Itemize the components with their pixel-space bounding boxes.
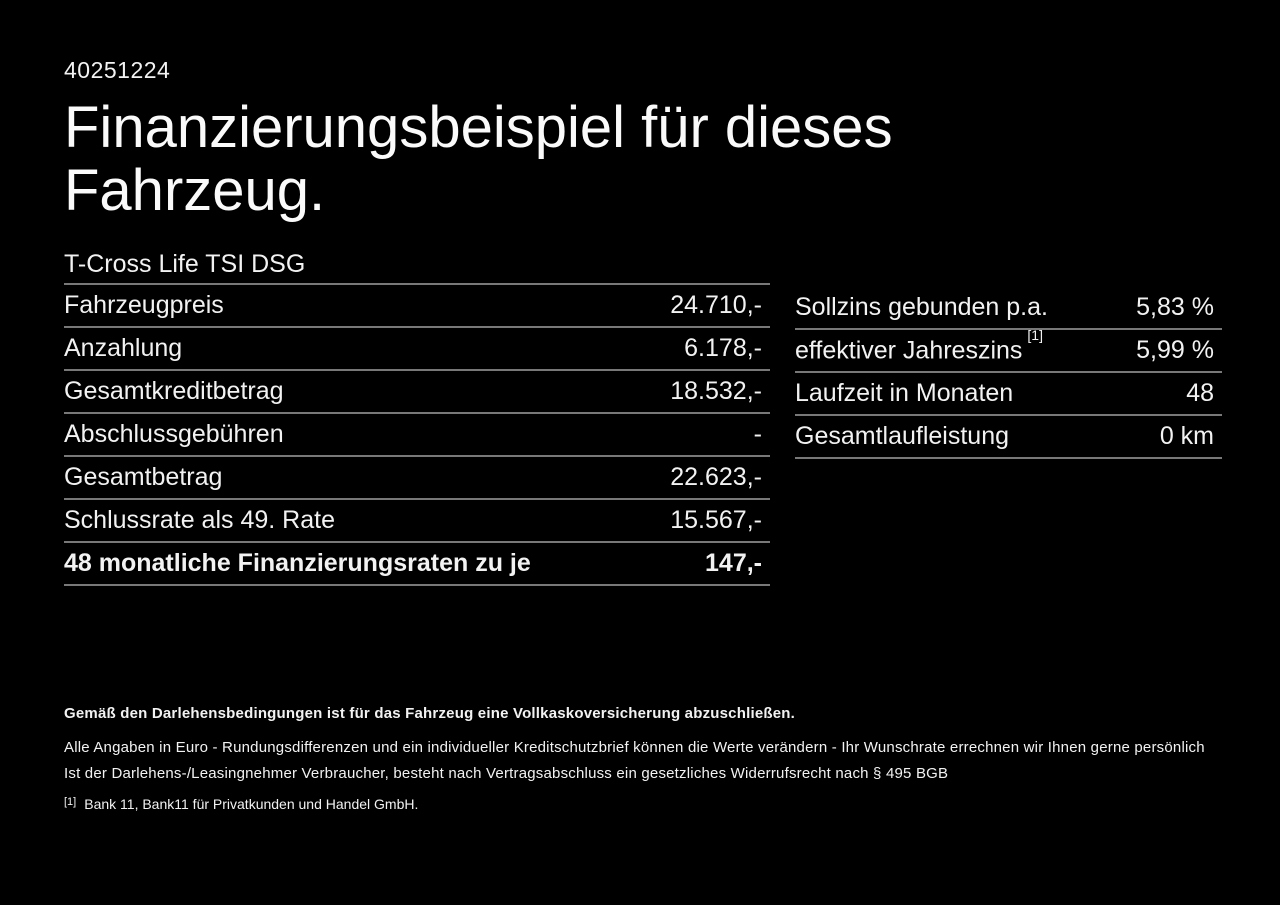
table-row-effektiver-jahreszins: effektiver Jahreszins[1] 5,99 % <box>795 327 1222 373</box>
row-value: 48 <box>1186 379 1214 407</box>
page-title-line2: Fahrzeug. <box>64 158 326 223</box>
row-value: 5,99 % <box>1136 336 1214 364</box>
table-row-gesamtlaufleistung: Gesamtlaufleistung 0 km <box>795 416 1222 459</box>
row-label: Gesamtlaufleistung <box>795 422 1010 450</box>
financing-table: T-Cross Life TSI DSG Fahrzeugpreis 24.71… <box>64 248 770 586</box>
row-value: 22.623,- <box>670 463 762 491</box>
table-row-anzahlung: Anzahlung 6.178,- <box>64 328 770 371</box>
insurance-note: Gemäß den Darlehensbedingungen ist für d… <box>64 705 795 722</box>
table-row-gesamtkreditbetrag: Gesamtkreditbetrag 18.532,- <box>64 371 770 414</box>
row-value: 24.710,- <box>670 291 762 319</box>
bank-footnote-text: Bank 11, Bank11 für Privatkunden und Han… <box>84 796 419 812</box>
vehicle-model: T-Cross Life TSI DSG <box>64 248 770 285</box>
row-value: 15.567,- <box>670 506 762 534</box>
row-value: 0 km <box>1159 422 1214 450</box>
bank-footnote-marker: [1] <box>64 796 77 808</box>
row-value: 6.178,- <box>684 334 762 362</box>
table-row-sollzins: Sollzins gebunden p.a. 5,83 % <box>795 287 1222 330</box>
conditions-table: Sollzins gebunden p.a. 5,83 % effektiver… <box>795 287 1222 459</box>
row-label: 48 monatliche Finanzierungsraten zu je <box>64 549 531 577</box>
row-label: effektiver Jahreszins[1] <box>795 327 1043 365</box>
table-row-gesamtbetrag: Gesamtbetrag 22.623,- <box>64 457 770 500</box>
page-title-line1: Finanzierungsbeispiel für dieses <box>64 95 893 160</box>
row-label: Gesamtkreditbetrag <box>64 377 284 405</box>
table-row-schlussrate: Schlussrate als 49. Rate 15.567,- <box>64 500 770 543</box>
row-value: 18.532,- <box>670 377 762 405</box>
table-row-abschlussgebuehren: Abschlussgebühren - <box>64 414 770 457</box>
bank-footnote: [1] Bank 11, Bank11 für Privatkunden und … <box>64 796 1224 812</box>
table-row-laufzeit: Laufzeit in Monaten 48 <box>795 373 1222 416</box>
row-label: Sollzins gebunden p.a. <box>795 293 1048 321</box>
row-label: Fahrzeugpreis <box>64 291 224 319</box>
row-value: 5,83 % <box>1136 293 1214 321</box>
row-label: Abschlussgebühren <box>64 420 284 448</box>
offer-id: 40251224 <box>64 57 171 83</box>
row-value: 147,- <box>705 549 762 577</box>
row-label: Laufzeit in Monaten <box>795 379 1014 407</box>
row-label: Anzahlung <box>64 334 183 362</box>
table-row-monatsrate: 48 monatliche Finanzierungsraten zu je 1… <box>64 543 770 586</box>
footer-disclaimers: Gemäß den Darlehensbedingungen ist für d… <box>64 705 1224 812</box>
page-title: Finanzierungsbeispiel für dieses Fahrzeug… <box>64 96 893 222</box>
disclaimer-line2: Ist der Darlehens-/Leasingnehmer Verbrau… <box>64 765 949 782</box>
footnote-marker: [1] <box>1027 326 1043 343</box>
table-row-fahrzeugpreis: Fahrzeugpreis 24.710,- <box>64 285 770 328</box>
row-label-text: effektiver Jahreszins <box>795 336 1023 365</box>
disclaimer-line1: Alle Angaben in Euro - Rundungsdifferenz… <box>64 739 1205 756</box>
financing-tables: T-Cross Life TSI DSG Fahrzeugpreis 24.71… <box>64 248 1222 586</box>
row-label: Schlussrate als 49. Rate <box>64 506 335 534</box>
row-value: - <box>753 420 762 448</box>
row-label: Gesamtbetrag <box>64 463 223 491</box>
